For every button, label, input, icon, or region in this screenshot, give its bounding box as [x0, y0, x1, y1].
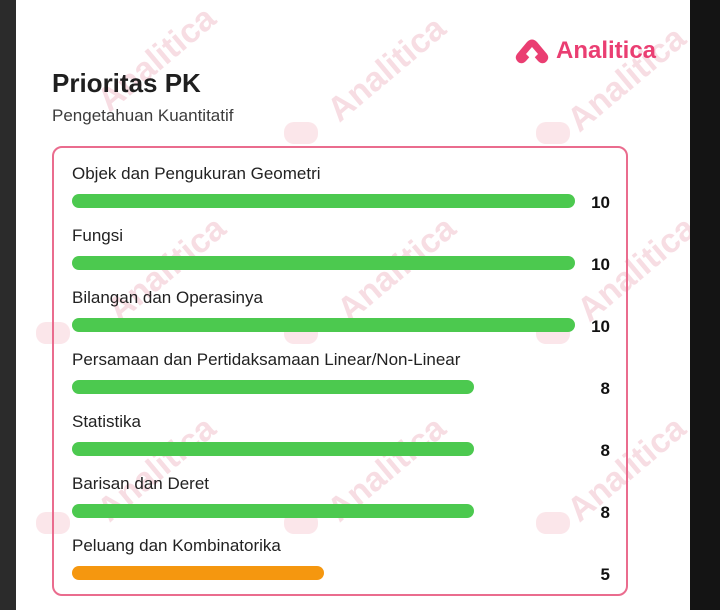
list-item: Statistika 8: [54, 412, 626, 472]
list-item: Bilangan dan Operasinya 10: [54, 288, 626, 348]
progress-track: [72, 318, 575, 332]
progress-bar: [72, 504, 475, 518]
watermark: Analitica: [90, 0, 224, 120]
list-item: Peluang dan Kombinatorika 5: [54, 536, 626, 596]
item-value: 10: [591, 193, 610, 212]
progress-bar: [72, 442, 475, 456]
item-label: Peluang dan Kombinatorika: [72, 536, 281, 555]
watermark: Analitica: [320, 9, 454, 130]
priority-card: Analitica Analitica Analitica Analitica …: [16, 0, 690, 610]
priority-list: Objek dan Pengukuran Geometri 10 Fungsi …: [52, 146, 628, 596]
watermark-logo: [536, 122, 570, 144]
brand-name: Analitica: [556, 37, 657, 64]
progress-bar: [72, 256, 575, 270]
item-value: 8: [600, 503, 610, 522]
list-item: Fungsi 10: [54, 226, 626, 286]
item-label: Persamaan dan Pertidaksamaan Linear/Non-…: [72, 350, 461, 369]
watermark-logo: [284, 122, 318, 144]
progress-bar: [72, 318, 575, 332]
page-title: Prioritas PK: [52, 68, 201, 98]
brand: Analitica: [514, 36, 656, 66]
item-value: 10: [591, 317, 610, 336]
item-label: Barisan dan Deret: [72, 474, 210, 493]
item-value: 5: [600, 565, 610, 584]
progress-track: [72, 380, 575, 394]
list-item: Barisan dan Deret 8: [54, 474, 626, 534]
page-subtitle: Pengetahuan Kuantitatif: [52, 106, 234, 125]
item-value: 10: [591, 255, 610, 274]
item-value: 8: [600, 379, 610, 398]
item-value: 8: [600, 441, 610, 460]
progress-bar: [72, 566, 324, 580]
progress-bar: [72, 194, 575, 208]
item-label: Objek dan Pengukuran Geometri: [72, 164, 321, 183]
progress-track: [72, 194, 575, 208]
progress-track: [72, 504, 575, 518]
analitica-logo-icon: [515, 39, 549, 64]
progress-track: [72, 256, 575, 270]
item-label: Bilangan dan Operasinya: [72, 288, 263, 307]
progress-track: [72, 566, 575, 580]
list-item: Objek dan Pengukuran Geometri 10: [54, 164, 626, 224]
right-edge: [690, 0, 720, 610]
left-edge: [0, 0, 16, 610]
item-label: Fungsi: [72, 226, 124, 245]
progress-track: [72, 442, 575, 456]
list-item: Persamaan dan Pertidaksamaan Linear/Non-…: [54, 350, 626, 410]
progress-bar: [72, 380, 475, 394]
item-label: Statistika: [72, 412, 141, 431]
